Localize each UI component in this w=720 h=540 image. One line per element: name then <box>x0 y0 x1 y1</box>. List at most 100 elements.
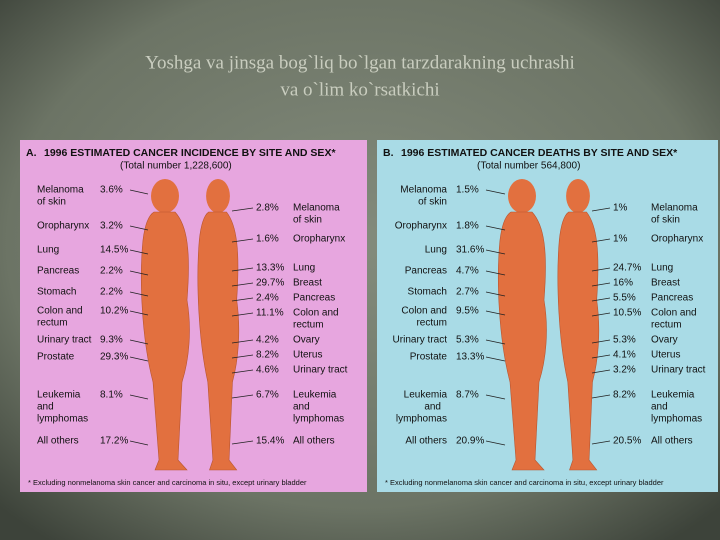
site-label: Urinary tract <box>293 365 348 376</box>
site-label: and <box>37 402 54 413</box>
site-label: Ovary <box>293 335 320 346</box>
site-label: Lung <box>293 263 315 274</box>
leader-line <box>231 369 254 374</box>
site-label: All others <box>405 436 447 447</box>
leader-line <box>485 249 506 255</box>
percent: 14.5% <box>100 245 128 256</box>
percent: 4.1% <box>613 350 636 361</box>
site-label: Colon and <box>37 306 83 317</box>
slide-title: va o`lim ko`rsatkichi <box>280 79 439 100</box>
leader-line <box>485 356 506 362</box>
percent: 2.2% <box>100 266 123 277</box>
site-label: lymphomas <box>651 414 702 425</box>
leader-line <box>591 282 611 287</box>
site-label: Melanoma <box>400 185 447 196</box>
site-label: Uterus <box>293 350 322 361</box>
site-label: Leukemia <box>651 390 695 401</box>
percent: 17.2% <box>100 436 128 447</box>
site-label: Stomach <box>37 287 76 298</box>
site-label: Uterus <box>651 350 680 361</box>
leader-line <box>129 394 149 400</box>
percent: 9.3% <box>100 335 123 346</box>
percent: 11.1% <box>256 308 284 319</box>
site-label: Oropharynx <box>651 234 703 245</box>
panel-b <box>377 140 718 492</box>
leader-line <box>591 440 611 445</box>
site-label: Breast <box>293 278 322 289</box>
percent: 8.2% <box>256 350 279 361</box>
site-label: Breast <box>651 278 680 289</box>
percent: 24.7% <box>613 263 641 274</box>
site-label: Lung <box>651 263 673 274</box>
percent: 3.6% <box>100 185 123 196</box>
percent: 4.6% <box>256 365 279 376</box>
panel-total: (Total number 564,800) <box>477 161 580 172</box>
leader-line <box>231 267 254 272</box>
site-label: Oropharynx <box>293 234 345 245</box>
site-label: rectum <box>37 318 68 329</box>
site-label: of skin <box>37 197 66 208</box>
site-label: lymphomas <box>293 414 344 425</box>
leader-line <box>231 354 254 359</box>
panel-letter: A. <box>26 147 37 159</box>
leader-line <box>485 310 506 316</box>
male-body <box>498 211 547 471</box>
percent: 8.7% <box>456 390 479 401</box>
percent: 8.2% <box>613 390 636 401</box>
site-label: Oropharynx <box>395 221 447 232</box>
percent: 29.3% <box>100 352 128 363</box>
leader-line <box>591 297 611 302</box>
percent: 13.3% <box>256 263 284 274</box>
leader-line <box>129 291 149 297</box>
percent: 6.7% <box>256 390 279 401</box>
percent: 9.5% <box>456 306 479 317</box>
leader-line <box>231 282 254 287</box>
leader-line <box>231 440 254 445</box>
site-label: Lung <box>425 245 447 256</box>
leader-line <box>485 225 506 231</box>
site-label: Melanoma <box>37 185 84 196</box>
panel-title: 1996 ESTIMATED CANCER INCIDENCE BY SITE … <box>44 147 336 159</box>
percent: 2.8% <box>256 203 279 214</box>
site-label: Oropharynx <box>37 221 89 232</box>
site-label: Ovary <box>651 335 678 346</box>
leader-line <box>231 238 254 243</box>
percent: 13.3% <box>456 352 484 363</box>
leader-line <box>591 394 611 399</box>
site-label: Colon and <box>293 308 339 319</box>
site-label: lymphomas <box>37 414 88 425</box>
site-label: and <box>651 402 668 413</box>
site-label: rectum <box>416 318 447 329</box>
panel-letter: B. <box>383 147 394 159</box>
female-head <box>566 179 590 213</box>
leader-line <box>231 312 254 317</box>
percent: 1% <box>613 203 628 214</box>
leader-line <box>485 291 506 297</box>
site-label: of skin <box>651 215 680 226</box>
percent: 4.7% <box>456 266 479 277</box>
leader-line <box>231 207 254 212</box>
leader-line <box>591 207 611 212</box>
site-label: Urinary tract <box>651 365 706 376</box>
leader-line <box>591 369 611 374</box>
site-label: Melanoma <box>651 203 698 214</box>
site-label: rectum <box>651 320 682 331</box>
male-body <box>141 211 190 471</box>
leader-line <box>129 440 149 446</box>
leader-line <box>129 270 149 276</box>
percent: 1.5% <box>456 185 479 196</box>
leader-line <box>231 297 254 302</box>
leader-line <box>485 270 506 276</box>
leader-line <box>129 249 149 255</box>
leader-line <box>591 339 611 344</box>
site-label: Lung <box>37 245 59 256</box>
percent: 3.2% <box>613 365 636 376</box>
leader-line <box>129 356 149 362</box>
site-label: and <box>293 402 310 413</box>
percent: 2.7% <box>456 287 479 298</box>
percent: 20.5% <box>613 436 641 447</box>
site-label: Stomach <box>408 287 447 298</box>
footnote: * Excluding nonmelanoma skin cancer and … <box>28 478 307 487</box>
leader-line <box>129 189 149 195</box>
